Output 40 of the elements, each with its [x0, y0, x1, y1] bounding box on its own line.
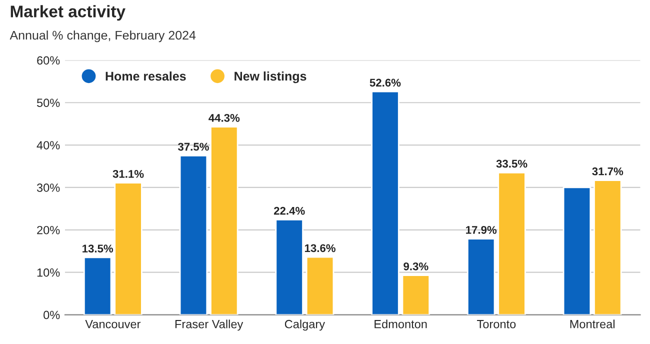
data-label: 13.5% [82, 244, 114, 253]
bar [466, 238, 496, 315]
bar [210, 126, 238, 315]
y-tick-label: 50% [36, 98, 60, 108]
data-label: 9.3% [404, 262, 428, 270]
data-label: 37.5% [178, 142, 209, 151]
bar [371, 90, 400, 315]
bar [306, 256, 334, 315]
bar [402, 274, 430, 315]
bar [179, 154, 208, 315]
data-label: 17.9% [466, 226, 497, 234]
x-tick-label: Montreal [570, 320, 614, 328]
x-tick-label: Vancouver [85, 320, 141, 328]
data-label: 31.7% [592, 167, 624, 176]
bar [498, 172, 526, 315]
y-tick-label: 0% [44, 310, 60, 320]
chart-subtitle: Annual % change, February 2024 [10, 30, 196, 42]
chart-title: Market activity [10, 5, 126, 21]
data-label: 44.3% [208, 114, 240, 122]
x-tick-label: Fraser Valley [175, 320, 244, 331]
x-tick-label: Toronto [477, 320, 516, 328]
data-label: 13.6% [304, 244, 336, 252]
data-label: 22.4% [274, 206, 305, 215]
data-label: 52.6% [370, 78, 401, 87]
y-tick-label: 10% [37, 268, 60, 277]
x-tick-label: Calgary [284, 320, 326, 331]
x-tick-label: Edmonton [374, 320, 427, 328]
data-label: 33.5% [496, 160, 528, 168]
bar [562, 186, 592, 315]
legend-label: New listings [234, 71, 306, 84]
y-tick-label: 60% [37, 56, 60, 65]
bar [114, 182, 142, 315]
bar [83, 256, 112, 315]
data-label: 31.1% [112, 170, 144, 178]
bar [594, 180, 622, 315]
bar [275, 219, 304, 315]
y-tick-label: 40% [36, 141, 60, 150]
y-tick-label: 30% [36, 184, 60, 192]
legend-label: Home resales [106, 71, 186, 81]
y-tick-label: 20% [37, 226, 60, 234]
